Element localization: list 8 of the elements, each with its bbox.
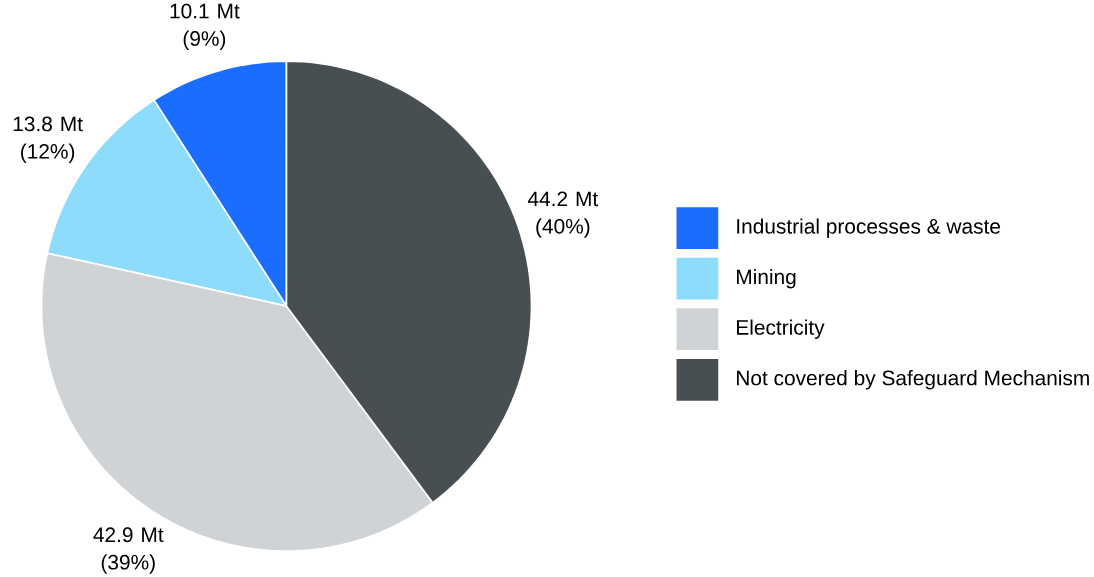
legend-label: Not covered by Safeguard Mechanism [737, 369, 1089, 390]
data-label: 13.8 Mt (12%) [13, 116, 83, 163]
data-label: 44.2 Mt (40%) [527, 191, 599, 238]
legend-label: Industrial processes & waste [737, 218, 1001, 238]
legend-label: Mining [737, 268, 796, 289]
data-label: 10.1 Mt (9%) [170, 3, 240, 50]
legend-label: Electricity [737, 319, 825, 339]
data-label: 42.9 Mt (39%) [93, 527, 164, 574]
